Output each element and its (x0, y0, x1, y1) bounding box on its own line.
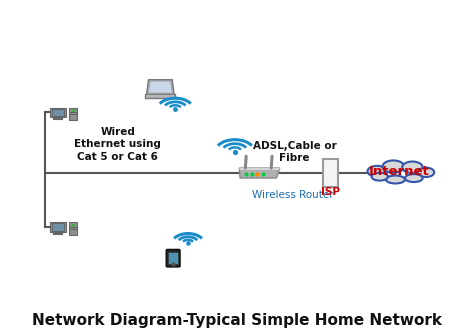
Text: ADSL,Cable or
Fibre: ADSL,Cable or Fibre (253, 141, 337, 163)
Ellipse shape (383, 161, 404, 173)
Text: Wireless Router: Wireless Router (252, 190, 333, 200)
FancyBboxPatch shape (166, 95, 169, 96)
Ellipse shape (372, 173, 388, 180)
Polygon shape (146, 80, 174, 95)
Ellipse shape (405, 174, 423, 182)
Ellipse shape (386, 175, 405, 183)
Text: Network Diagram-Typical Simple Home Network: Network Diagram-Typical Simple Home Netw… (32, 313, 442, 328)
FancyBboxPatch shape (159, 95, 162, 96)
Ellipse shape (367, 166, 386, 176)
FancyBboxPatch shape (163, 95, 165, 96)
FancyBboxPatch shape (171, 95, 173, 96)
FancyBboxPatch shape (50, 108, 66, 117)
FancyBboxPatch shape (151, 96, 154, 97)
Text: Internet: Internet (368, 165, 429, 178)
Polygon shape (148, 81, 172, 93)
Text: Wired
Ethernet using
Cat 5 or Cat 6: Wired Ethernet using Cat 5 or Cat 6 (74, 127, 161, 162)
Text: ISP: ISP (321, 187, 340, 197)
FancyBboxPatch shape (147, 96, 150, 97)
Ellipse shape (402, 162, 423, 173)
FancyBboxPatch shape (323, 159, 338, 187)
FancyBboxPatch shape (50, 222, 66, 232)
FancyBboxPatch shape (52, 109, 64, 116)
FancyBboxPatch shape (163, 96, 165, 97)
FancyBboxPatch shape (146, 94, 175, 98)
FancyBboxPatch shape (166, 96, 169, 97)
FancyBboxPatch shape (159, 96, 162, 97)
Polygon shape (239, 168, 280, 178)
Polygon shape (239, 168, 280, 170)
FancyBboxPatch shape (155, 96, 158, 97)
FancyBboxPatch shape (52, 223, 64, 231)
FancyBboxPatch shape (168, 252, 178, 264)
FancyBboxPatch shape (69, 108, 77, 121)
Ellipse shape (418, 167, 434, 177)
FancyBboxPatch shape (171, 96, 173, 97)
FancyBboxPatch shape (155, 95, 158, 96)
FancyBboxPatch shape (166, 249, 180, 267)
FancyBboxPatch shape (151, 95, 154, 96)
FancyBboxPatch shape (69, 222, 77, 235)
FancyBboxPatch shape (147, 95, 150, 96)
